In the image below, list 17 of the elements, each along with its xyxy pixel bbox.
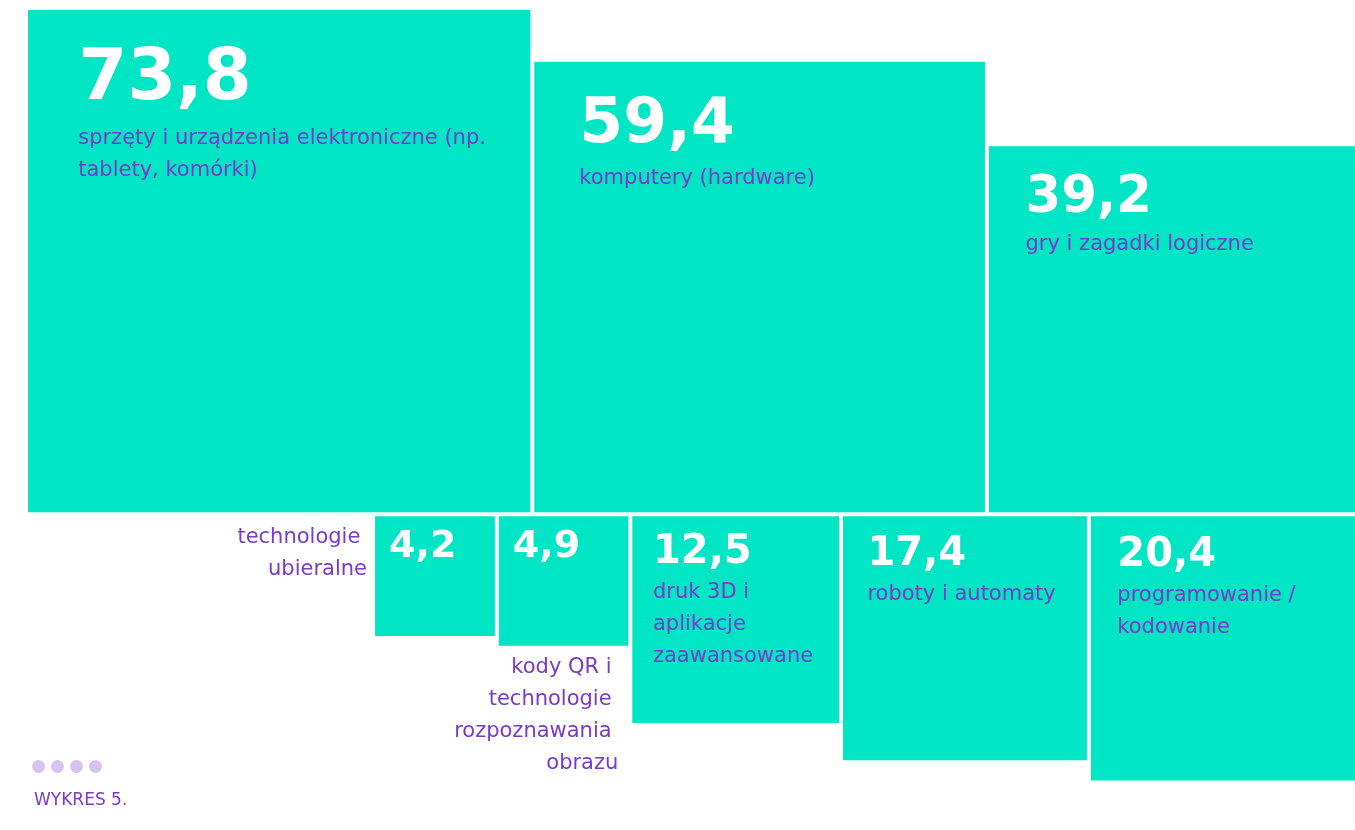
category-label: kody QR i technologie rozpoznawania obrazu (454, 653, 619, 774)
data-label: 73,8 (78, 34, 252, 117)
data-label: 39,2 (1025, 163, 1152, 224)
category-label: programowanie / kodowanie (1117, 582, 1303, 639)
category-label: druk 3D i aplikacje zaawansowane (652, 578, 814, 667)
category-label: komputery (hardware) (579, 165, 815, 190)
category-label: gry i zagadki logiczne (1025, 231, 1254, 256)
data-label: 4,9 (512, 521, 581, 566)
data-label: 20,4 (1117, 529, 1217, 576)
data-label: 59,4 (579, 83, 735, 158)
category-label: roboty i automaty (867, 580, 1056, 605)
category-label: sprzęty i urządzenia elektroniczne (np. tablety, komórki) (78, 125, 493, 182)
data-label: 4,2 (389, 521, 457, 566)
category-label: technologie ubieralne (237, 524, 368, 581)
data-label: 17,4 (867, 527, 967, 574)
data-label: 12,5 (652, 525, 752, 572)
text: WYKRES 5. (34, 788, 128, 809)
